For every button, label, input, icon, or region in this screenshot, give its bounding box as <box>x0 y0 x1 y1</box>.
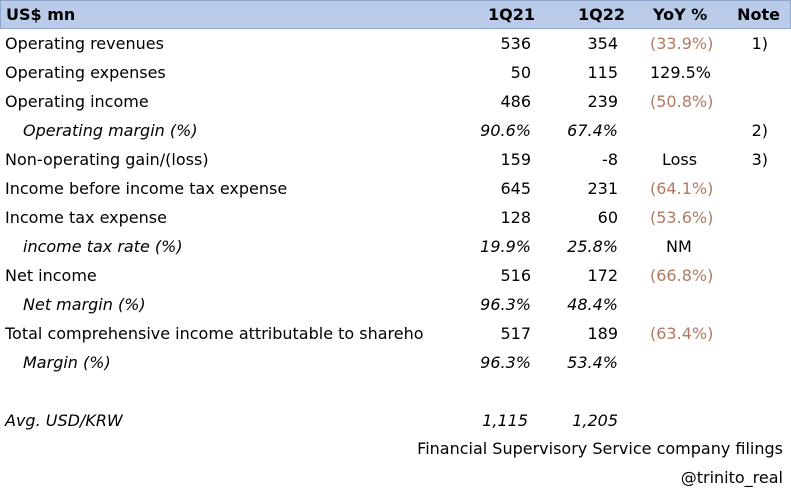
table-row: Avg. USD/KRW 1,115 1,205 <box>0 406 791 435</box>
row-1q22: 115 <box>587 63 618 82</box>
author-handle: @trinito_real <box>680 468 783 487</box>
row-yoy: Loss <box>662 150 698 169</box>
table-row: Net income 516 172 (66.8%) <box>0 261 791 290</box>
row-label: Operating revenues <box>5 34 164 53</box>
row-yoy: (33.9%) <box>650 34 714 53</box>
row-1q21: 1,115 <box>482 411 528 430</box>
row-note: 3) <box>751 150 768 169</box>
source-note: Financial Supervisory Service company fi… <box>417 439 783 458</box>
row-yoy: (64.1%) <box>650 179 714 198</box>
table-row: Net margin (%) 96.3% 48.4% <box>0 290 791 319</box>
table-row: Operating revenues 536 354 (33.9%) 1) <box>0 29 791 58</box>
row-1q21: 645 <box>500 179 531 198</box>
row-1q22: 67.4% <box>567 121 618 140</box>
row-label: Income tax expense <box>5 208 167 227</box>
row-1q22: 60 <box>597 208 618 227</box>
row-label: Operating expenses <box>5 63 166 82</box>
table-row: Income tax expense 128 60 (53.6%) <box>0 203 791 232</box>
table-row: Margin (%) 96.3% 53.4% <box>0 348 791 377</box>
table-header: US$ mn 1Q21 1Q22 YoY % Note <box>0 0 791 29</box>
row-1q21: 128 <box>500 208 531 227</box>
table-row: Total comprehensive income attributable … <box>0 319 791 348</box>
row-1q22: 172 <box>587 266 618 285</box>
table-row: Operating expenses 50 115 129.5% <box>0 58 791 87</box>
row-1q21: 90.6% <box>480 121 531 140</box>
row-yoy: (53.6%) <box>650 208 714 227</box>
row-1q21: 536 <box>500 34 531 53</box>
table-row: income tax rate (%) 19.9% 25.8% NM <box>0 232 791 261</box>
table-row: Income before income tax expense 645 231… <box>0 174 791 203</box>
row-1q21: 50 <box>510 63 531 82</box>
row-1q22: 239 <box>587 92 618 111</box>
row-1q22: 48.4% <box>567 295 618 314</box>
table-row: Non-operating gain/(loss) 159 -8 Loss 3) <box>0 145 791 174</box>
row-1q21: 517 <box>500 324 531 343</box>
row-note: 2) <box>751 121 768 140</box>
row-label: Operating income <box>5 92 149 111</box>
spacer-row <box>0 377 791 406</box>
row-1q22: 25.8% <box>567 237 618 256</box>
header-1q22: 1Q22 <box>578 5 625 24</box>
header-1q21: 1Q21 <box>488 5 535 24</box>
row-label: Net margin (%) <box>23 295 146 314</box>
table-row: Operating income 486 239 (50.8%) <box>0 87 791 116</box>
row-1q21: 19.9% <box>480 237 531 256</box>
row-label: Avg. USD/KRW <box>5 411 123 430</box>
row-label: Margin (%) <box>23 353 111 372</box>
row-1q22: 189 <box>587 324 618 343</box>
row-yoy: NM <box>666 237 692 256</box>
row-note: 1) <box>751 34 768 53</box>
table-row: Operating margin (%) 90.6% 67.4% 2) <box>0 116 791 145</box>
header-label: US$ mn <box>6 5 76 24</box>
row-label: Non-operating gain/(loss) <box>5 150 209 169</box>
row-1q21: 96.3% <box>480 295 531 314</box>
row-1q22: -8 <box>602 150 618 169</box>
row-1q21: 486 <box>500 92 531 111</box>
header-yoy: YoY % <box>653 5 708 24</box>
row-yoy: (50.8%) <box>650 92 714 111</box>
row-1q22: 53.4% <box>567 353 618 372</box>
row-1q22: 231 <box>587 179 618 198</box>
row-yoy: (66.8%) <box>650 266 714 285</box>
row-label: Income before income tax expense <box>5 179 288 198</box>
row-label: Net income <box>5 266 97 285</box>
row-label: Total comprehensive income attributable … <box>5 324 424 343</box>
row-1q22: 354 <box>587 34 618 53</box>
row-label: Operating margin (%) <box>23 121 198 140</box>
row-yoy: 129.5% <box>650 63 712 82</box>
row-yoy: (63.4%) <box>650 324 714 343</box>
row-1q22: 1,205 <box>572 411 618 430</box>
financial-table: US$ mn 1Q21 1Q22 YoY % Note Operating re… <box>0 0 791 435</box>
row-1q21: 516 <box>500 266 531 285</box>
row-label: income tax rate (%) <box>23 237 183 256</box>
row-1q21: 96.3% <box>480 353 531 372</box>
row-1q21: 159 <box>500 150 531 169</box>
header-note: Note <box>737 5 780 24</box>
